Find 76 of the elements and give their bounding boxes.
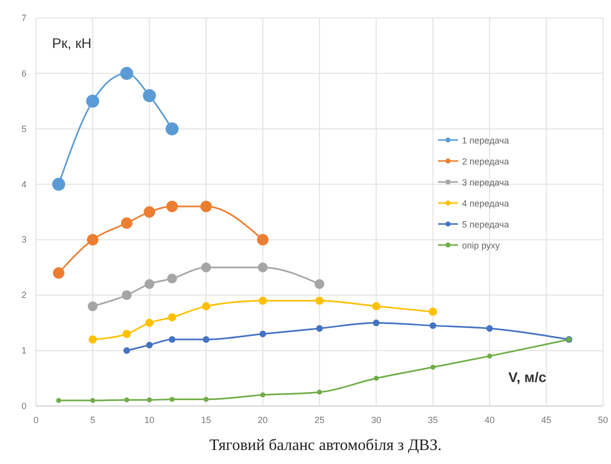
point bbox=[201, 262, 211, 272]
point bbox=[168, 336, 176, 343]
point bbox=[200, 200, 212, 212]
point bbox=[374, 376, 379, 381]
point bbox=[146, 342, 153, 348]
point bbox=[258, 296, 267, 305]
point bbox=[87, 234, 98, 246]
point bbox=[167, 274, 177, 284]
point bbox=[122, 330, 131, 338]
point bbox=[90, 398, 96, 403]
point bbox=[120, 66, 134, 80]
point bbox=[372, 320, 380, 326]
x-tick-label: 25 bbox=[314, 415, 325, 425]
point bbox=[168, 313, 176, 322]
point bbox=[430, 322, 436, 329]
point bbox=[124, 397, 130, 402]
point bbox=[258, 262, 268, 272]
x-tick-label: 30 bbox=[371, 415, 382, 425]
point bbox=[52, 178, 66, 191]
point bbox=[257, 234, 268, 246]
point bbox=[122, 290, 132, 300]
point bbox=[56, 398, 62, 403]
point bbox=[88, 335, 97, 344]
y-tick-label: 2 bbox=[21, 290, 27, 300]
point bbox=[170, 396, 175, 402]
point bbox=[202, 336, 210, 343]
y-tick-label: 7 bbox=[21, 13, 27, 23]
point bbox=[142, 89, 156, 102]
y-tick-label: 6 bbox=[21, 68, 27, 78]
point bbox=[86, 94, 100, 108]
legend-label: 2 передача bbox=[462, 156, 509, 166]
point bbox=[204, 396, 209, 402]
y-tick-label: 0 bbox=[21, 401, 27, 411]
point bbox=[316, 325, 323, 332]
x-tick-label: 10 bbox=[144, 415, 154, 425]
x-tick-label: 50 bbox=[598, 415, 608, 425]
point bbox=[166, 200, 178, 212]
point bbox=[146, 397, 152, 402]
point bbox=[314, 279, 324, 289]
x-tick-label: 45 bbox=[541, 415, 552, 425]
point bbox=[430, 364, 436, 370]
x-tick-label: 5 bbox=[90, 415, 96, 425]
legend-label: 4 передача bbox=[462, 198, 509, 208]
legend-label: опір руху bbox=[462, 240, 500, 250]
point bbox=[486, 325, 493, 332]
x-tick-label: 35 bbox=[428, 415, 438, 425]
point bbox=[315, 296, 324, 305]
y-tick-label: 4 bbox=[21, 179, 27, 190]
legend-label: 3 передача bbox=[462, 178, 509, 188]
point bbox=[123, 347, 130, 354]
y-tick-label: 5 bbox=[21, 124, 27, 134]
legend-label: 5 передача bbox=[462, 220, 509, 230]
x-tick-label: 40 bbox=[484, 415, 495, 425]
point bbox=[428, 308, 437, 316]
legend-label: 1 передача bbox=[462, 136, 509, 146]
x-tick-label: 0 bbox=[33, 415, 39, 425]
point bbox=[52, 267, 64, 279]
point bbox=[202, 302, 210, 310]
x-tick-label: 15 bbox=[201, 415, 212, 425]
point bbox=[121, 217, 132, 229]
point bbox=[145, 318, 154, 327]
point bbox=[88, 301, 98, 312]
text: Тяговий баланс автомобіля з ДВЗ. bbox=[209, 437, 442, 454]
point bbox=[317, 390, 322, 395]
point bbox=[260, 392, 266, 398]
point bbox=[144, 206, 156, 218]
point bbox=[166, 122, 179, 136]
y-axis-title: Рк, кН bbox=[52, 35, 92, 51]
x-axis-title: V, м/с bbox=[508, 369, 547, 385]
point bbox=[487, 354, 492, 359]
point bbox=[372, 302, 380, 310]
y-tick-label: 3 bbox=[21, 234, 27, 245]
x-tick-label: 20 bbox=[258, 415, 268, 425]
y-tick-label: 1 bbox=[21, 346, 27, 356]
point bbox=[260, 330, 266, 338]
point bbox=[144, 279, 154, 289]
